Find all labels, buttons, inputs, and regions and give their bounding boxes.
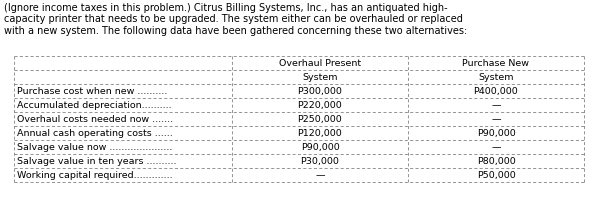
Text: —: — (491, 142, 501, 151)
Text: P50,000: P50,000 (477, 170, 515, 179)
Text: P90,000: P90,000 (477, 128, 515, 137)
Text: P80,000: P80,000 (477, 156, 515, 165)
Text: capacity printer that needs to be upgraded. The system either can be overhauled : capacity printer that needs to be upgrad… (4, 14, 463, 24)
Text: System: System (478, 73, 514, 82)
Text: P300,000: P300,000 (298, 86, 342, 95)
Text: System: System (302, 73, 338, 82)
Text: with a new system. The following data have been gathered concerning these two al: with a new system. The following data ha… (4, 26, 467, 36)
Text: Overhaul costs needed now .......: Overhaul costs needed now ....... (17, 114, 173, 123)
Text: (Ignore income taxes in this problem.) Citrus Billing Systems, Inc., has an anti: (Ignore income taxes in this problem.) C… (4, 3, 448, 13)
Text: —: — (491, 101, 501, 110)
Text: Purchase cost when new ..........: Purchase cost when new .......... (17, 86, 167, 95)
Text: Annual cash operating costs ......: Annual cash operating costs ...... (17, 128, 173, 137)
Text: —: — (315, 170, 325, 179)
Text: Working capital required.............: Working capital required............. (17, 170, 173, 179)
Text: P30,000: P30,000 (301, 156, 339, 165)
Text: Purchase New: Purchase New (463, 59, 530, 68)
Text: Accumulated depreciation..........: Accumulated depreciation.......... (17, 101, 172, 110)
Text: P120,000: P120,000 (298, 128, 342, 137)
Text: Salvage value in ten years ..........: Salvage value in ten years .......... (17, 156, 176, 165)
Text: P250,000: P250,000 (298, 114, 342, 123)
Text: Salvage value now .....................: Salvage value now ..................... (17, 142, 172, 151)
Text: P220,000: P220,000 (298, 101, 342, 110)
Text: P400,000: P400,000 (474, 86, 518, 95)
Text: —: — (491, 114, 501, 123)
Text: P90,000: P90,000 (301, 142, 339, 151)
Text: Overhaul Present: Overhaul Present (279, 59, 361, 68)
